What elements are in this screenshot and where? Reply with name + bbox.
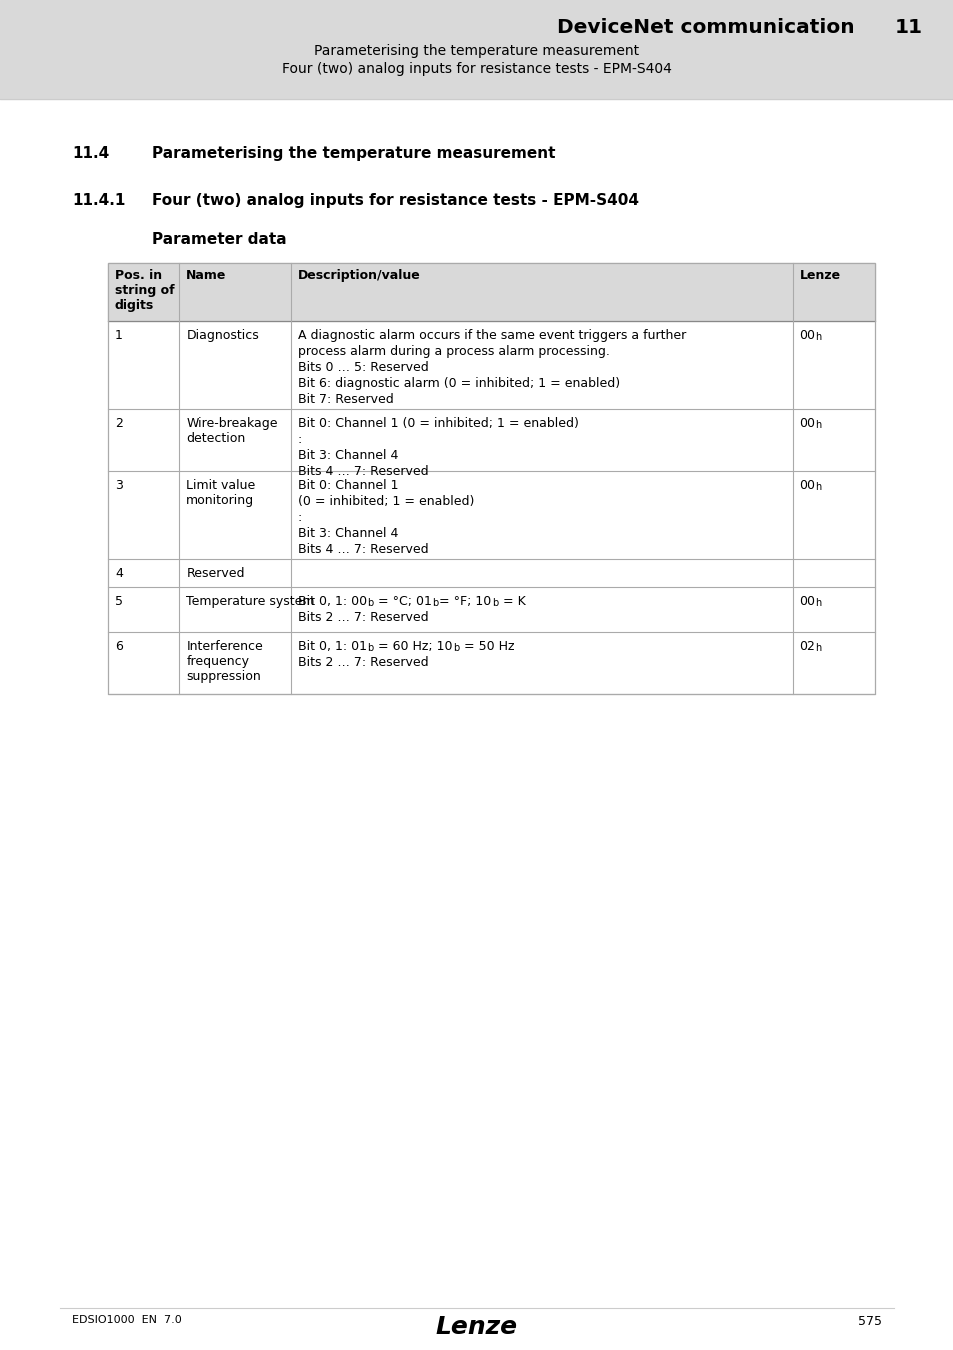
Text: Description/value: Description/value xyxy=(297,269,420,282)
Text: Bit 0: Channel 1 (0 = inhibited; 1 = enabled): Bit 0: Channel 1 (0 = inhibited; 1 = ena… xyxy=(297,417,578,431)
Text: (0 = inhibited; 1 = enabled): (0 = inhibited; 1 = enabled) xyxy=(297,495,474,508)
Text: b: b xyxy=(453,643,458,653)
Text: = K: = K xyxy=(498,595,525,609)
Text: 00: 00 xyxy=(798,417,814,431)
Text: Bits 2 … 7: Reserved: Bits 2 … 7: Reserved xyxy=(297,612,428,624)
Text: Diagnostics: Diagnostics xyxy=(186,329,259,343)
Text: 11.4: 11.4 xyxy=(71,146,110,161)
Bar xyxy=(108,263,874,694)
Text: h: h xyxy=(815,482,821,493)
Text: Bit 0, 1: 01: Bit 0, 1: 01 xyxy=(297,640,366,653)
Text: 00: 00 xyxy=(798,479,814,493)
Text: :: : xyxy=(297,512,301,524)
Text: process alarm during a process alarm processing.: process alarm during a process alarm pro… xyxy=(297,346,609,358)
Text: DeviceNet communication: DeviceNet communication xyxy=(557,18,854,36)
Text: = °F; 10: = °F; 10 xyxy=(438,595,491,609)
Text: Parameterising the temperature measurement: Parameterising the temperature measureme… xyxy=(152,146,555,161)
Text: 2: 2 xyxy=(115,417,123,431)
Text: Bits 2 … 7: Reserved: Bits 2 … 7: Reserved xyxy=(297,656,428,670)
Text: h: h xyxy=(815,420,821,431)
Text: h: h xyxy=(815,598,821,609)
Text: 575: 575 xyxy=(857,1315,882,1328)
Text: Bit 0, 1: 00: Bit 0, 1: 00 xyxy=(297,595,366,609)
Text: 4: 4 xyxy=(115,567,123,580)
Text: 02: 02 xyxy=(798,640,814,653)
Text: Bits 4 … 7: Reserved: Bits 4 … 7: Reserved xyxy=(297,543,428,556)
Text: b: b xyxy=(367,643,373,653)
Text: h: h xyxy=(815,332,821,343)
Text: Bit 7: Reserved: Bit 7: Reserved xyxy=(297,393,393,406)
Text: = °C; 01: = °C; 01 xyxy=(374,595,432,609)
Text: Interference
frequency
suppression: Interference frequency suppression xyxy=(186,640,263,683)
Text: 3: 3 xyxy=(115,479,123,493)
Text: Bit 0: Channel 1: Bit 0: Channel 1 xyxy=(297,479,397,493)
Text: A diagnostic alarm occurs if the same event triggers a further: A diagnostic alarm occurs if the same ev… xyxy=(297,329,685,343)
Text: Lenze: Lenze xyxy=(436,1315,517,1339)
Text: Bits 0 … 5: Reserved: Bits 0 … 5: Reserved xyxy=(297,362,428,374)
Text: Limit value
monitoring: Limit value monitoring xyxy=(186,479,255,508)
Text: Bit 6: diagnostic alarm (0 = inhibited; 1 = enabled): Bit 6: diagnostic alarm (0 = inhibited; … xyxy=(297,377,619,390)
Bar xyxy=(108,263,874,321)
Text: Bits 4 … 7: Reserved: Bits 4 … 7: Reserved xyxy=(297,466,428,478)
Text: 00: 00 xyxy=(798,595,814,609)
Text: 1: 1 xyxy=(115,329,123,343)
Text: Parameterising the temperature measurement: Parameterising the temperature measureme… xyxy=(314,45,639,58)
Text: Temperature system: Temperature system xyxy=(186,595,314,609)
Text: :: : xyxy=(297,433,301,447)
Text: 00: 00 xyxy=(798,329,814,343)
Text: = 50 Hz: = 50 Hz xyxy=(459,640,514,653)
Text: Bit 3: Channel 4: Bit 3: Channel 4 xyxy=(297,528,397,540)
Text: 11.4.1: 11.4.1 xyxy=(71,193,125,208)
Text: Name: Name xyxy=(186,269,227,282)
Text: Four (two) analog inputs for resistance tests - EPM-S404: Four (two) analog inputs for resistance … xyxy=(282,62,671,76)
Text: b: b xyxy=(367,598,373,609)
Text: 5: 5 xyxy=(115,595,123,609)
Text: 6: 6 xyxy=(115,640,123,653)
Text: = 60 Hz; 10: = 60 Hz; 10 xyxy=(374,640,452,653)
Text: Four (two) analog inputs for resistance tests - EPM-S404: Four (two) analog inputs for resistance … xyxy=(152,193,639,208)
Text: Parameter data: Parameter data xyxy=(152,232,286,247)
Text: 11: 11 xyxy=(894,18,923,36)
Text: Bit 3: Channel 4: Bit 3: Channel 4 xyxy=(297,450,397,462)
Text: Reserved: Reserved xyxy=(186,567,245,580)
Text: Wire-breakage
detection: Wire-breakage detection xyxy=(186,417,277,446)
Bar xyxy=(0,0,953,99)
Text: b: b xyxy=(432,598,438,609)
Text: h: h xyxy=(815,643,821,653)
Text: b: b xyxy=(492,598,497,609)
Text: EDSIO1000  EN  7.0: EDSIO1000 EN 7.0 xyxy=(71,1315,182,1324)
Text: Lenze: Lenze xyxy=(800,269,841,282)
Text: Pos. in
string of
digits: Pos. in string of digits xyxy=(115,269,174,312)
